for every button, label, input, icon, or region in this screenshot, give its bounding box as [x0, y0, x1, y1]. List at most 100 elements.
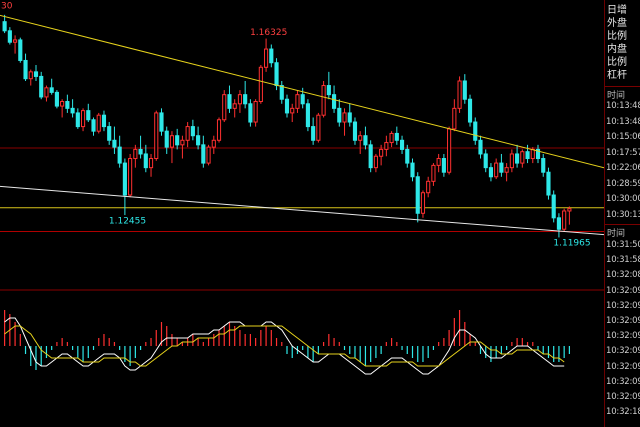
candle-body: [420, 192, 426, 214]
candle-body: [326, 85, 331, 96]
macd-panel: [4, 310, 570, 375]
candle: [180, 135, 185, 159]
candle-body: [216, 119, 222, 141]
candle: [243, 80, 248, 109]
candle: [143, 144, 148, 173]
candle: [185, 122, 190, 148]
candle-body: [452, 107, 457, 130]
candle-body: [494, 162, 499, 178]
candle: [295, 90, 300, 113]
candle: [551, 190, 556, 223]
candle-body: [436, 158, 441, 166]
trade-time: 10:32:09: [606, 361, 640, 372]
candle-body: [541, 158, 546, 173]
candle: [70, 99, 75, 118]
candle-body: [44, 87, 49, 98]
candle: [138, 135, 143, 159]
candle: [321, 80, 326, 118]
candle-body: [379, 148, 384, 157]
candle: [305, 99, 310, 132]
candle-body: [457, 80, 462, 109]
candle: [342, 108, 347, 136]
candle: [201, 135, 206, 168]
candle-body: [467, 98, 473, 123]
side-label-inner-volume: 内盘: [607, 44, 627, 55]
candle-body: [122, 162, 127, 196]
candle-body: [269, 48, 274, 64]
trade-time: 10:15:06: [606, 132, 640, 142]
candle-body: [96, 114, 101, 132]
candle: [18, 37, 23, 63]
candle-body: [75, 112, 80, 128]
side-label-ratio-1: 比例: [607, 31, 627, 42]
candle-body: [243, 94, 248, 105]
candle: [269, 44, 274, 68]
candle-body: [112, 139, 117, 148]
candle: [326, 71, 331, 100]
candle-body: [363, 135, 368, 146]
trade-time: 10:32:18: [606, 407, 640, 418]
candle-body: [290, 107, 295, 114]
candle-body: [33, 71, 39, 77]
candle-body: [556, 217, 561, 230]
candle: [96, 112, 101, 134]
candle-body: [284, 98, 290, 114]
candle: [216, 117, 222, 143]
candle: [504, 163, 509, 182]
candle: [467, 94, 473, 127]
side-label-ratio-2: 比例: [607, 57, 627, 68]
candle: [80, 108, 86, 132]
candle-body: [237, 94, 243, 105]
candle: [384, 135, 389, 157]
candle-body: [28, 71, 33, 80]
candle-body: [128, 158, 133, 196]
candle: [457, 76, 462, 113]
candle-body: [18, 39, 23, 61]
candle: [86, 103, 91, 123]
candle: [483, 149, 488, 173]
time-header-2: 时间: [607, 229, 626, 239]
candle-body: [546, 171, 551, 196]
candle: [13, 35, 18, 54]
candle-body: [49, 87, 54, 93]
candle: [410, 158, 415, 182]
candle: [2, 14, 7, 34]
candle: [28, 69, 33, 86]
candle-body: [478, 139, 483, 155]
candle: [196, 126, 201, 150]
candle-body: [331, 94, 337, 109]
trendline-1: [0, 185, 604, 236]
candle-body: [164, 130, 169, 148]
candle: [420, 190, 426, 218]
trade-time: 10:28:59: [606, 178, 640, 189]
candle-body: [441, 158, 446, 173]
candle-body: [488, 167, 494, 178]
grid-lines: [0, 147, 604, 291]
candle-body: [410, 162, 415, 178]
candle-body: [2, 21, 7, 32]
candle-body: [384, 142, 389, 150]
candle: [91, 117, 96, 136]
candle: [436, 153, 441, 173]
candle-body: [509, 153, 514, 169]
candle-body: [60, 101, 65, 107]
candle: [248, 99, 253, 127]
candle-body: [190, 126, 195, 137]
candle: [154, 110, 159, 161]
candle: [394, 126, 399, 145]
candle: [148, 153, 154, 177]
candle: [60, 99, 65, 118]
trade-time: 10:22:06: [606, 163, 640, 173]
candle: [190, 119, 195, 141]
candle: [431, 163, 436, 186]
candle-body: [91, 119, 96, 132]
candle-body: [248, 103, 253, 123]
candle: [494, 158, 499, 180]
candle-body: [399, 139, 405, 150]
candle-body: [321, 85, 326, 116]
candlestick-chart: 1.16325 1.12455 1.11965 30: [0, 2, 604, 375]
trade-time: 10:17:57: [606, 147, 640, 158]
candle-body: [447, 128, 452, 173]
candle-body: [520, 151, 525, 164]
candle: [159, 108, 164, 136]
